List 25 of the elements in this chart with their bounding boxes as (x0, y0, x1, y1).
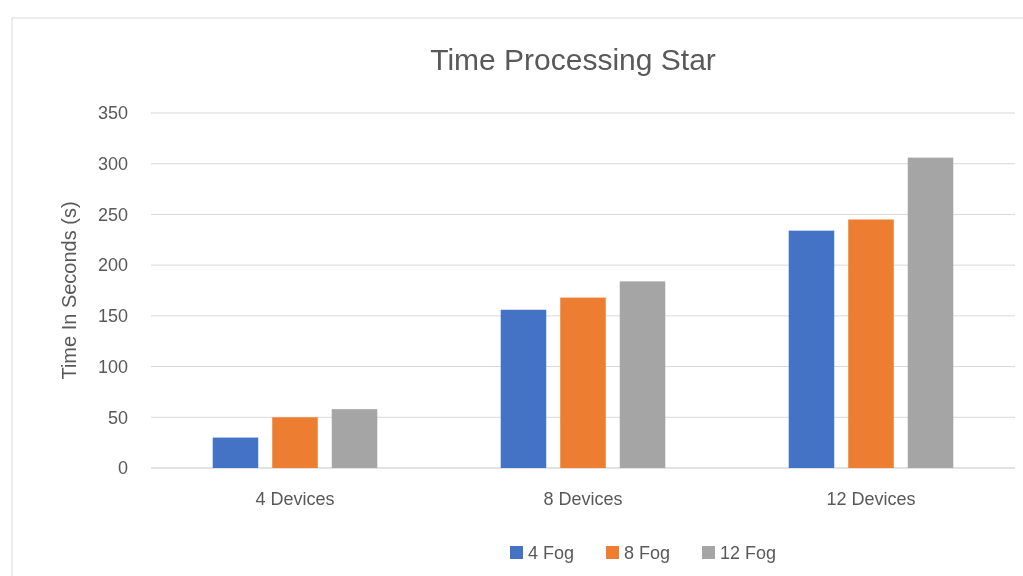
bar (212, 437, 259, 468)
chart-title: Time Processing Star (430, 43, 716, 76)
bar (331, 409, 378, 468)
bar (560, 297, 606, 468)
y-tick-label: 100 (97, 356, 128, 377)
y-tick-label: 300 (97, 154, 128, 175)
y-tick-label: 0 (117, 458, 128, 479)
bar (500, 309, 547, 468)
y-axis-title: Time In Seconds (s) (58, 201, 80, 380)
x-tick-label: 8 Devices (543, 489, 623, 509)
legend-label: 4 Fog (528, 543, 575, 564)
x-tick-label: 12 Devices (826, 489, 916, 509)
legend-label: 8 Fog (624, 543, 671, 564)
y-tick-label: 50 (107, 407, 128, 428)
y-tick-label: 200 (97, 255, 128, 276)
bar (907, 157, 954, 468)
y-tick-label: 350 (97, 103, 128, 124)
bar (848, 219, 894, 468)
legend-label: 12 Fog (720, 543, 777, 564)
bar (788, 230, 835, 468)
bar (619, 281, 666, 468)
bar (272, 417, 318, 468)
x-tick-label: 4 Devices (255, 489, 335, 509)
y-tick-label: 150 (97, 306, 128, 327)
y-tick-label: 250 (97, 204, 128, 225)
